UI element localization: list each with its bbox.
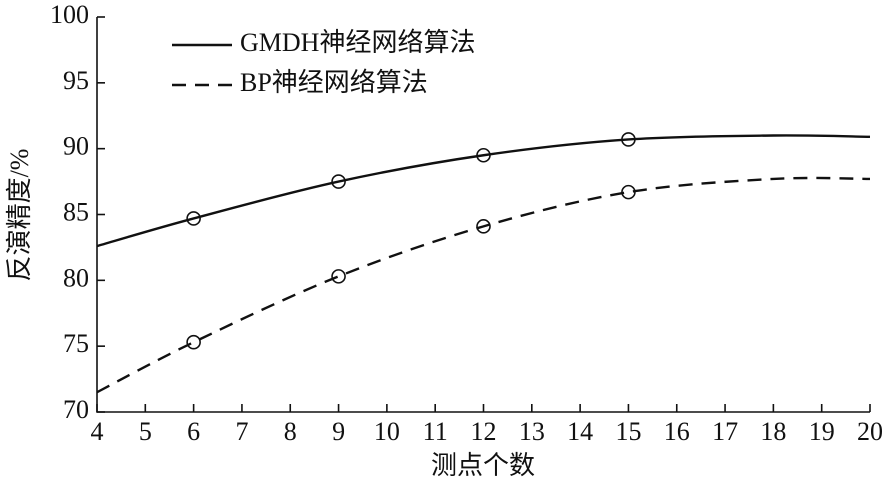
x-tick-label: 20: [857, 417, 883, 446]
point-marker: [621, 132, 636, 147]
legend-label: GMDH神经网络算法: [240, 28, 475, 57]
y-tick-label: 100: [50, 0, 89, 29]
x-tick-label: 11: [423, 417, 448, 446]
x-tick-label: 4: [91, 417, 104, 446]
point-marker: [331, 174, 346, 189]
x-tick-label: 5: [139, 417, 152, 446]
line-series: [96, 176, 871, 394]
y-tick-label: 75: [63, 329, 89, 358]
x-tick-label: 19: [809, 417, 835, 446]
x-tick-label: 16: [664, 417, 690, 446]
x-tick-label: 9: [332, 417, 345, 446]
line-series: [96, 134, 871, 248]
x-tick-label: 8: [284, 417, 297, 446]
x-tick-label: 7: [235, 417, 248, 446]
x-tick-label: 17: [712, 417, 738, 446]
point-marker: [331, 269, 346, 284]
x-tick-label: 15: [615, 417, 641, 446]
legend-label: BP神经网络算法: [240, 68, 428, 97]
x-tick-label: 12: [471, 417, 497, 446]
x-axis-label: 测点个数: [431, 451, 535, 480]
y-tick-label: 70: [63, 395, 89, 424]
x-tick-label: 6: [187, 417, 200, 446]
x-tick-label: 10: [374, 417, 400, 446]
y-tick-label: 90: [63, 132, 89, 161]
y-tick-label: 80: [63, 263, 89, 292]
point-marker: [476, 147, 491, 163]
x-tick-label: 13: [519, 417, 545, 446]
y-tick-label: 95: [63, 66, 89, 95]
point-marker: [186, 334, 201, 350]
x-tick-label: 14: [567, 417, 593, 446]
point-marker: [621, 184, 636, 200]
point-marker: [186, 211, 201, 226]
y-tick-label: 85: [63, 197, 89, 226]
point-marker: [476, 219, 491, 234]
x-tick-label: 18: [760, 417, 786, 446]
y-axis-label: 反演精度/%: [5, 149, 34, 282]
